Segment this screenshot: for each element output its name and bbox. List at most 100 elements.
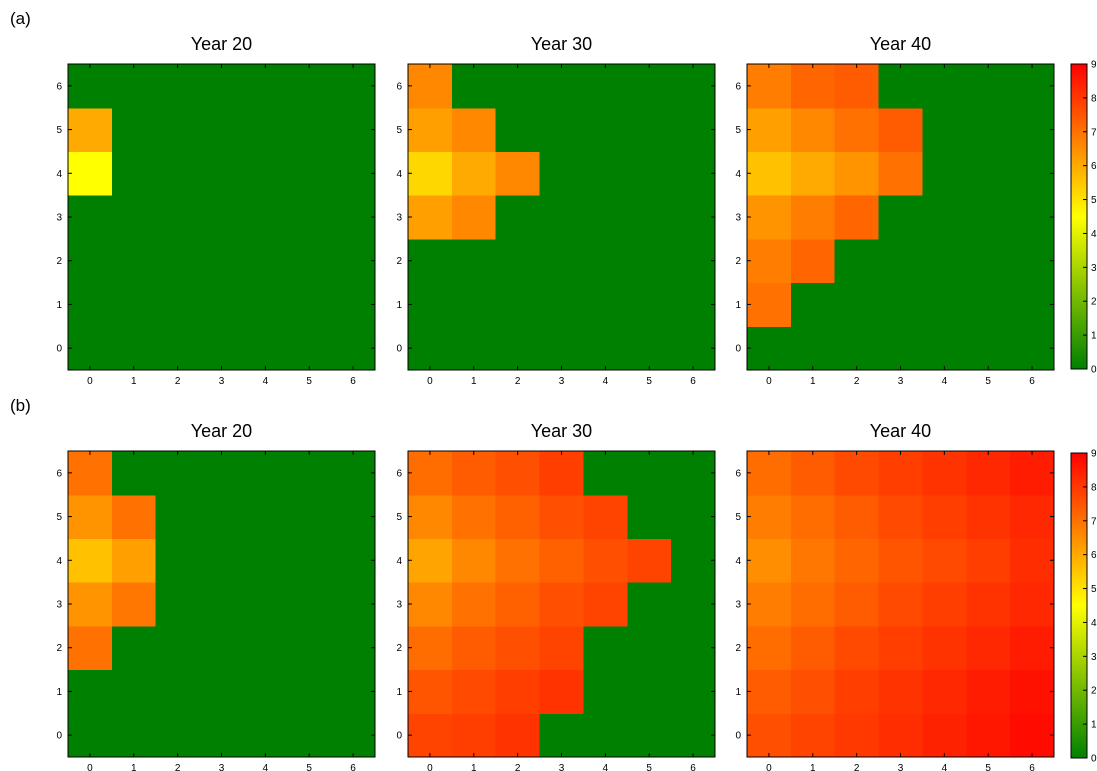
heatmap-cell (408, 107, 453, 153)
heatmap-cell (1010, 238, 1055, 284)
heatmap-cell (1010, 713, 1055, 758)
heatmap-cell (878, 64, 924, 109)
heatmap-cell (408, 713, 453, 758)
heatmap-cell (155, 713, 201, 758)
x-tick-label: 3 (898, 763, 904, 771)
heatmap-cell (790, 151, 836, 196)
heatmap-cell (671, 326, 716, 371)
heatmap-cell (495, 64, 541, 109)
x-tick-label: 3 (898, 376, 904, 387)
heatmap-cell (111, 625, 157, 671)
heatmap-cell (155, 494, 201, 540)
heatmap-cell (790, 582, 836, 627)
y-tick-label: 3 (735, 600, 741, 611)
x-tick-label: 4 (263, 763, 269, 771)
heatmap-cell (539, 625, 585, 671)
heatmap-cell (111, 713, 157, 758)
heatmap-cell (408, 282, 453, 327)
heatmap-cell (287, 538, 332, 583)
y-tick-label: 0 (56, 344, 62, 355)
heatmap-cell (583, 494, 628, 540)
heatmap-cell (68, 713, 113, 758)
y-tick-label: 6 (735, 81, 741, 92)
heatmap-cell (495, 669, 541, 714)
heatmap-cell (68, 107, 113, 153)
heatmap-cell (922, 64, 967, 109)
heatmap-cell (155, 669, 201, 714)
heatmap-cell (155, 625, 201, 671)
panel-title: Year 20 (191, 421, 252, 441)
x-tick-label: 1 (131, 763, 137, 771)
heatmap-cell (878, 538, 924, 583)
y-tick-label: 6 (735, 468, 741, 479)
colorbar-frame (1070, 63, 1088, 370)
heatmap-cell (922, 151, 967, 196)
x-tick-label: 5 (646, 763, 652, 771)
heatmap-cell (331, 107, 376, 153)
colorbar-tick-label: 3 (1091, 652, 1097, 663)
y-tick-label: 1 (396, 300, 402, 311)
heatmap-cell (671, 451, 716, 496)
y-tick-label: 4 (396, 169, 402, 180)
heatmap-cell (68, 151, 113, 196)
heatmap-cell (966, 107, 1011, 153)
x-tick-label: 1 (810, 376, 816, 387)
y-tick-label: 2 (735, 256, 741, 267)
x-tick-label: 6 (1029, 376, 1035, 387)
heatmap-cell (408, 64, 453, 109)
heatmap-cell (155, 451, 201, 496)
heatmap-cell (834, 669, 880, 714)
heatmap-cell (747, 326, 792, 371)
x-tick-label: 4 (603, 763, 609, 771)
heatmap-cell (878, 238, 924, 284)
heatmap-cell (451, 538, 497, 583)
panel-title: Year 30 (531, 421, 592, 441)
colorbar-tick-label: 9 (1091, 60, 1097, 71)
heatmap-cell (627, 669, 672, 714)
heatmap-cell (243, 713, 288, 758)
x-tick-label: 3 (559, 376, 565, 387)
heatmap-cell (966, 494, 1011, 540)
x-tick-label: 1 (471, 376, 477, 387)
heatmap-cell (539, 195, 585, 240)
heatmap-cell (199, 713, 245, 758)
heatmap-cell (627, 538, 672, 583)
y-tick-label: 4 (735, 169, 741, 180)
heatmap-cell (199, 151, 245, 196)
x-tick-label: 0 (766, 763, 772, 771)
x-tick-label: 4 (942, 763, 948, 771)
heatmap-cell (747, 494, 792, 540)
heatmap-cell (111, 451, 157, 496)
heatmap-cell (287, 326, 332, 371)
heatmap-cell (111, 494, 157, 540)
heatmap-cell (68, 494, 113, 540)
heatmap-cell (966, 326, 1011, 371)
colorbar-tick-label: 2 (1091, 686, 1097, 697)
heatmap-cell (966, 238, 1011, 284)
heatmap-cell (671, 64, 716, 109)
heatmap-cell (451, 238, 497, 284)
heatmap-cell (451, 326, 497, 371)
heatmap-cell (583, 582, 628, 627)
heatmap-cell (287, 107, 332, 153)
heatmap-cell (243, 282, 288, 327)
heatmap-cell (747, 451, 792, 496)
heatmap-cell (966, 64, 1011, 109)
heatmap-cell (495, 195, 541, 240)
heatmap-cell (451, 64, 497, 109)
x-tick-label: 1 (131, 376, 137, 387)
heatmap-cell (408, 625, 453, 671)
heatmap-cell (408, 238, 453, 284)
heatmap-cell (922, 282, 967, 327)
y-tick-label: 2 (735, 643, 741, 654)
heatmap-cell (331, 64, 376, 109)
heatmap-cell (199, 326, 245, 371)
heatmap-cell (331, 151, 376, 196)
heatmap-cell (451, 582, 497, 627)
y-tick-label: 4 (56, 556, 62, 567)
heatmap-cell (68, 582, 113, 627)
heatmap-cell (747, 238, 792, 284)
heatmap-cell (408, 538, 453, 583)
heatmap-cell (834, 494, 880, 540)
x-tick-label: 5 (646, 376, 652, 387)
